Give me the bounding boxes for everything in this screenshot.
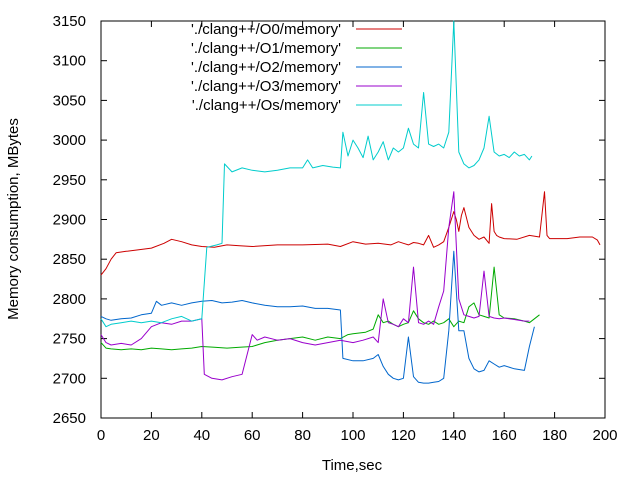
y-tick-label: 2800 (53, 291, 86, 308)
legend-label-4: './clang++/Os/memory' (192, 97, 341, 114)
x-tick-label: 200 (592, 427, 617, 444)
y-tick-label: 2900 (53, 212, 86, 229)
x-tick-label: 180 (542, 427, 567, 444)
axis-ticks (100, 20, 606, 419)
legend-label-3: './clang++/O3/memory' (191, 78, 341, 95)
x-tick-label: 60 (244, 427, 261, 444)
y-axis-label: Memory consumption, MBytes (5, 118, 22, 320)
series-line-3 (100, 191, 530, 381)
y-tick-label: 3100 (53, 53, 86, 70)
x-tick-label: 120 (391, 427, 416, 444)
y-tick-label: 2950 (53, 172, 86, 189)
tick-labels: 0 20 40 60 80 100 120 140 160 180 200 2650 2700 2750 2… (53, 13, 618, 444)
y-tick-label: 2650 (53, 410, 86, 427)
legend-label-2: './clang++/O2/memory' (191, 59, 341, 76)
y-tick-label: 3000 (53, 132, 86, 149)
x-tick-label: 160 (492, 427, 517, 444)
series-line-0 (100, 191, 601, 276)
y-tick-label: 2750 (53, 331, 86, 348)
legend-label-1: './clang++/O1/memory' (191, 40, 341, 57)
legend: './clang++/O0/memory' './clang++/O1/memor… (191, 21, 402, 114)
y-tick-label: 3050 (53, 92, 86, 109)
y-tick-label: 2700 (53, 370, 86, 387)
x-tick-label: 20 (143, 427, 160, 444)
x-tick-label: 0 (97, 427, 105, 444)
x-tick-label: 140 (441, 427, 466, 444)
series-line-2 (100, 250, 535, 384)
series-line-1 (100, 266, 540, 351)
plot-frame (100, 20, 606, 419)
series-line-4 (100, 20, 533, 328)
series-lines (100, 20, 601, 384)
y-tick-label: 2850 (53, 251, 86, 268)
x-tick-label: 80 (294, 427, 311, 444)
x-tick-label: 40 (193, 427, 210, 444)
x-tick-label: 100 (340, 427, 365, 444)
x-axis-label: Time,sec (322, 457, 383, 474)
y-tick-label: 3150 (53, 13, 86, 30)
legend-label-0: './clang++/O0/memory' (191, 21, 341, 38)
